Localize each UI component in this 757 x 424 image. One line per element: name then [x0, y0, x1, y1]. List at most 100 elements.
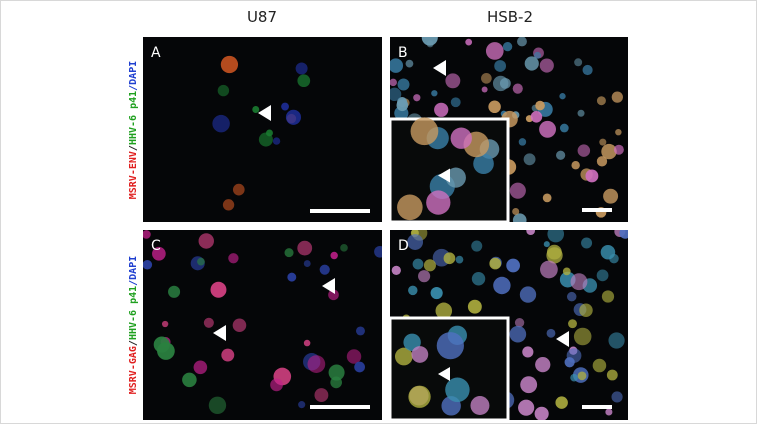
cell [489, 257, 502, 270]
inset-cell [445, 167, 466, 188]
cell [471, 240, 483, 252]
cell [390, 78, 397, 87]
cell [603, 188, 619, 204]
cell [577, 144, 591, 157]
cell [609, 253, 619, 264]
cell [571, 161, 580, 170]
arrowhead [556, 331, 569, 347]
cell [519, 286, 537, 303]
cell [168, 285, 181, 298]
cell [601, 143, 617, 160]
cell [197, 257, 205, 266]
cell [615, 128, 622, 136]
cell [568, 319, 577, 329]
cell [535, 100, 545, 111]
cell [539, 58, 554, 73]
cell [210, 281, 227, 298]
cell [467, 299, 482, 314]
micrograph [390, 37, 628, 222]
cell [354, 361, 365, 373]
cell [539, 120, 556, 138]
cell [555, 396, 568, 409]
row-label-part: HHV-6 p41 [128, 286, 139, 340]
cell [346, 349, 362, 364]
cell [494, 60, 507, 72]
inset-cell [436, 332, 464, 360]
row-label-part: / [128, 340, 139, 346]
cell [606, 369, 618, 381]
cell [328, 289, 339, 301]
cell [509, 325, 527, 343]
micrograph [143, 37, 382, 222]
cell [328, 364, 345, 381]
cell [608, 332, 625, 349]
cell [577, 371, 587, 381]
cell [530, 111, 543, 123]
micrograph [390, 230, 628, 420]
cell [330, 251, 338, 260]
cell [434, 102, 449, 117]
cell [198, 233, 214, 249]
cell [471, 272, 486, 286]
inset-cell [410, 117, 439, 146]
arrowhead [322, 278, 335, 294]
cell [502, 41, 513, 52]
cell [574, 58, 583, 67]
cell [258, 132, 273, 147]
panel-letter: D [398, 238, 409, 254]
cell [397, 78, 410, 91]
cell [355, 326, 365, 336]
cell [566, 348, 582, 363]
cell [592, 358, 607, 373]
cell [540, 260, 558, 279]
cell [252, 106, 260, 113]
cell [577, 109, 585, 117]
cell [303, 260, 311, 268]
cell [413, 94, 421, 102]
cell [232, 318, 247, 333]
cell [570, 373, 578, 382]
cell [605, 408, 613, 416]
cell [581, 237, 593, 249]
cell [534, 406, 549, 420]
micrograph-bg [143, 230, 382, 420]
cell [481, 72, 492, 84]
cell [512, 213, 527, 222]
panel-letter: B [398, 45, 408, 61]
panel-letter: C [151, 238, 161, 254]
cell [485, 42, 504, 60]
cell [573, 327, 592, 346]
inset-cell [403, 333, 421, 352]
cell [596, 96, 606, 106]
cell [506, 258, 520, 273]
micrograph [143, 230, 382, 420]
cell [559, 93, 566, 100]
cell [455, 255, 464, 264]
inset-cell [470, 396, 490, 416]
cell [203, 317, 214, 328]
cell [157, 342, 175, 360]
cell [619, 230, 628, 239]
cell [412, 258, 424, 270]
cell [152, 246, 166, 261]
row-label: MSRV-ENV/HHV-6 p41/DAPI [128, 61, 139, 200]
inset-cell [445, 377, 470, 403]
cell [285, 109, 301, 125]
arrowhead [213, 325, 226, 341]
inset-cell [394, 347, 413, 366]
cell [390, 58, 404, 73]
cell [585, 169, 599, 183]
cell [430, 286, 443, 300]
cell [546, 244, 562, 260]
cell [193, 360, 208, 375]
arrowhead [258, 105, 271, 121]
cell [566, 291, 577, 302]
cell [423, 259, 436, 272]
cell [217, 84, 230, 97]
cell [287, 272, 297, 282]
cell [314, 388, 329, 402]
cell [518, 138, 527, 146]
row-label-part: /DAPI [128, 61, 139, 91]
cell [512, 207, 520, 216]
